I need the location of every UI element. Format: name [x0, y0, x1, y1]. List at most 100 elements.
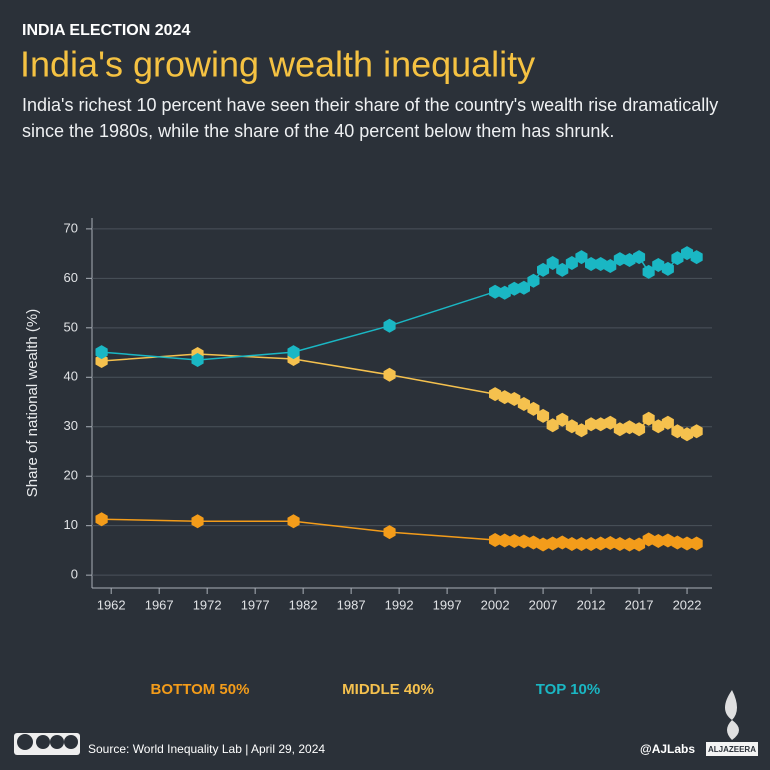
marker: [508, 281, 521, 296]
marker: [565, 256, 578, 270]
marker: [642, 532, 655, 547]
marker: [575, 537, 588, 551]
marker: [95, 345, 108, 360]
marker: [575, 250, 588, 265]
marker: [623, 420, 636, 435]
marker: [383, 367, 396, 382]
marker: [594, 417, 607, 432]
marker: [537, 408, 550, 423]
marker: [585, 417, 598, 432]
marker: [95, 354, 108, 368]
marker: [604, 259, 617, 273]
marker: [623, 253, 636, 267]
marker: [191, 353, 204, 367]
marker: [690, 250, 703, 265]
marker: [671, 424, 684, 439]
marker: [642, 411, 655, 426]
marker: [633, 250, 646, 265]
marker: [287, 345, 300, 360]
marker: [604, 415, 617, 430]
marker: [517, 397, 530, 411]
marker: [585, 537, 598, 551]
marker: [527, 273, 540, 288]
marker: [585, 257, 598, 271]
marker: [623, 537, 636, 552]
marker: [690, 536, 703, 551]
y-tick-label: 60: [64, 270, 78, 285]
marker: [527, 535, 540, 550]
x-tick-label: 1967: [145, 597, 174, 612]
marker: [613, 537, 626, 551]
marker: [517, 534, 530, 549]
marker: [661, 415, 674, 430]
x-tick-label: 1987: [337, 597, 366, 612]
legend-label: MIDDLE 40%: [342, 681, 434, 698]
marker: [489, 284, 502, 299]
marker: [546, 536, 559, 551]
x-tick-label: 2007: [529, 597, 558, 612]
marker: [556, 262, 569, 277]
marker: [565, 419, 578, 434]
x-tick-label: 2002: [481, 597, 510, 612]
marker: [498, 533, 511, 548]
x-tick-label: 1997: [433, 597, 462, 612]
x-tick-label: 2017: [625, 597, 654, 612]
marker: [671, 251, 684, 266]
subtitle-box: India's richest 10 percent have seen the…: [22, 95, 719, 141]
marker: [95, 512, 108, 527]
y-tick-label: 30: [64, 418, 78, 433]
chart-title: India's growing wealth inequality: [20, 44, 535, 85]
legend-label: BOTTOM 50%: [151, 681, 250, 698]
marker: [383, 525, 396, 540]
header: INDIA ELECTION 2024: [22, 22, 190, 39]
subtitle: India's richest 10 percent have seen the…: [22, 95, 719, 141]
source: Source: World Inequality Lab | April 29,…: [88, 742, 325, 756]
marker: [546, 256, 559, 270]
x-tick-label: 1977: [241, 597, 270, 612]
marker: [489, 387, 502, 402]
marker: [537, 262, 550, 277]
marker: [604, 536, 617, 550]
x-tick-label: 2012: [577, 597, 606, 612]
marker: [546, 418, 559, 433]
marker: [613, 422, 626, 437]
legend-label: TOP 10%: [536, 681, 600, 698]
y-tick-label: 40: [64, 369, 78, 384]
marker: [642, 264, 655, 279]
marker: [613, 252, 626, 267]
marker: [489, 533, 502, 547]
marker: [681, 427, 694, 442]
marker: [565, 537, 578, 551]
marker: [594, 536, 607, 551]
marker: [508, 534, 521, 548]
x-tick-label: 1982: [289, 597, 318, 612]
x-tick-label: 1972: [193, 597, 222, 612]
y-tick-label: 10: [64, 517, 78, 532]
x-tick-label: 1992: [385, 597, 414, 612]
marker: [594, 257, 607, 271]
marker: [498, 285, 511, 300]
brand: ALJAZEERA: [708, 745, 756, 754]
marker: [661, 261, 674, 276]
cc-icon: [14, 733, 80, 755]
marker: [383, 318, 396, 333]
y-axis-label: Share of national wealth (%): [24, 309, 41, 497]
logo: [706, 690, 758, 756]
marker: [633, 422, 646, 437]
marker: [575, 423, 588, 438]
y-tick-label: 50: [64, 319, 78, 334]
marker: [671, 535, 684, 550]
marker: [556, 535, 569, 550]
marker: [690, 424, 703, 439]
marker: [191, 514, 204, 529]
handle: @AJLabs: [640, 742, 695, 756]
marker: [517, 280, 530, 295]
marker: [652, 534, 665, 548]
marker: [681, 246, 694, 261]
marker: [537, 537, 550, 552]
marker: [508, 392, 521, 406]
y-tick-label: 20: [64, 468, 78, 483]
x-tick-label: 2022: [673, 597, 702, 612]
marker: [498, 390, 511, 405]
